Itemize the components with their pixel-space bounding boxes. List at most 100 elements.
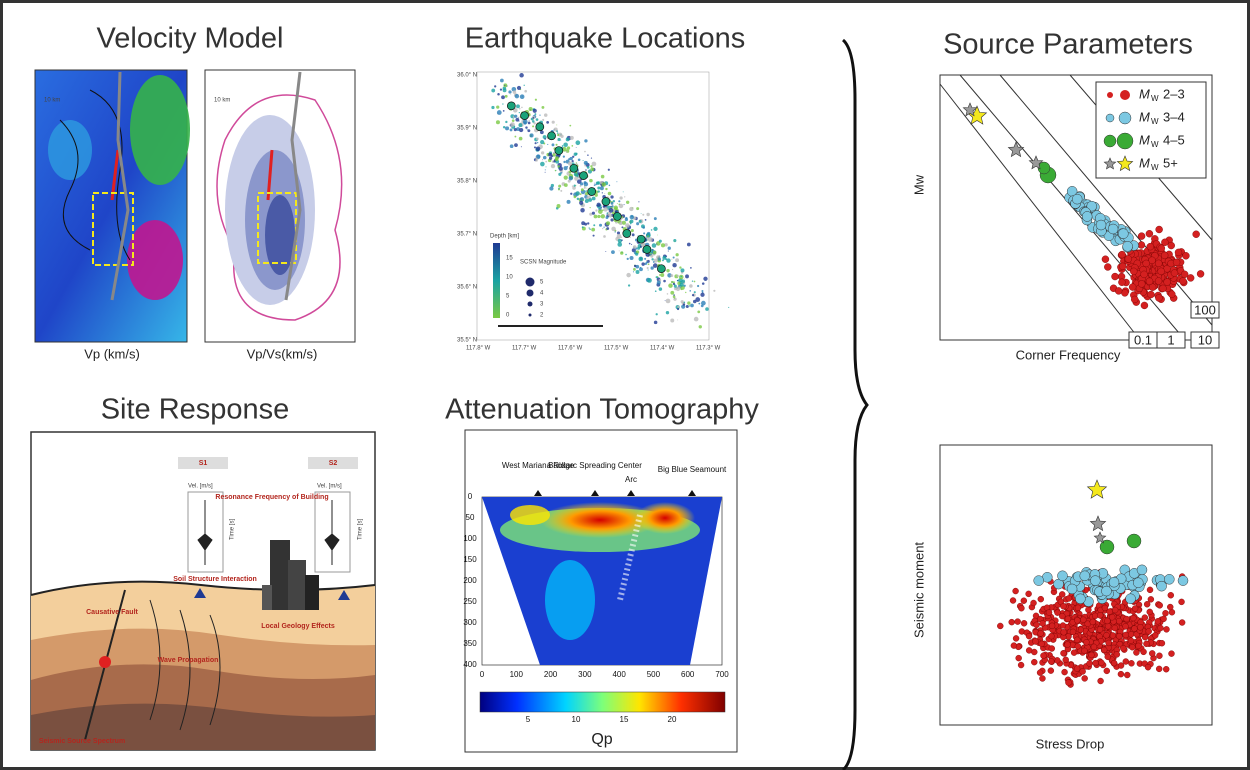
point — [1178, 576, 1188, 586]
eq-dot — [642, 214, 644, 216]
eq-dot — [503, 126, 505, 128]
eq-dot — [512, 119, 515, 122]
point — [1059, 591, 1065, 597]
eq-dot — [639, 267, 643, 271]
eq-dot — [536, 147, 541, 152]
eq-dot — [606, 221, 610, 225]
eq-dot — [623, 191, 624, 192]
eq-dot — [582, 199, 584, 201]
lat-tick: 35.7° N — [457, 232, 477, 238]
point — [1146, 628, 1152, 634]
eq-dot — [681, 279, 685, 283]
eq-dot — [689, 305, 690, 306]
legend-symbol: M — [1139, 155, 1150, 170]
lon-tick: 117.8° W — [466, 346, 491, 352]
eq-dot — [643, 245, 651, 253]
station-label: S2 — [329, 460, 338, 467]
point — [1146, 278, 1153, 285]
point — [1018, 662, 1024, 668]
eq-dot — [702, 282, 705, 285]
eq-dot — [556, 125, 557, 126]
eq-dot — [556, 130, 558, 132]
eq-dot — [527, 129, 528, 130]
eq-dot — [572, 185, 574, 187]
eq-dot — [689, 284, 693, 288]
eq-dot — [713, 290, 715, 292]
point — [1114, 651, 1120, 657]
stress-label: 10 — [1198, 332, 1212, 347]
x-tick-label: 300 — [578, 670, 592, 679]
eq-dot — [634, 265, 636, 267]
eq-dot — [576, 191, 580, 195]
eq-dot — [637, 247, 640, 250]
eq-dot — [611, 202, 614, 205]
eq-dot — [593, 224, 595, 226]
eq-dot — [567, 200, 571, 204]
eq-dot — [657, 235, 658, 236]
eq-dot — [497, 93, 500, 96]
eq-dot — [567, 166, 568, 167]
eq-dot — [597, 215, 600, 218]
eq-dot — [630, 215, 634, 219]
eq-dot — [541, 151, 544, 154]
eq-dot — [644, 258, 646, 260]
depth-tick: 15 — [506, 256, 513, 262]
stress-label: 0.1 — [1134, 332, 1152, 347]
eq-dot — [536, 118, 539, 121]
eq-dot — [618, 200, 620, 202]
legend-symbol: M — [1139, 86, 1150, 101]
point — [1193, 231, 1200, 238]
eq-dot — [621, 226, 623, 228]
eq-dot — [570, 193, 572, 195]
eq-dot — [621, 239, 623, 241]
eq-dot — [494, 85, 496, 87]
eq-dot — [604, 206, 605, 207]
eq-dot — [562, 145, 564, 147]
point — [1187, 274, 1194, 281]
eq-dot — [537, 142, 538, 143]
eq-dot — [592, 212, 595, 215]
eq-dot — [626, 273, 630, 277]
point — [1128, 660, 1134, 666]
eq-dot — [587, 222, 589, 224]
legend-subscript: W — [1151, 117, 1159, 126]
eq-dot — [503, 110, 505, 112]
point — [1135, 643, 1141, 649]
eq-dot — [515, 94, 519, 98]
point — [1137, 565, 1147, 575]
eq-dot — [613, 212, 621, 220]
eq-dot — [611, 227, 615, 231]
eq-dot — [630, 256, 634, 260]
eq-dot — [524, 85, 525, 86]
station-axis: Time [s] — [230, 519, 236, 540]
point — [1133, 578, 1143, 588]
eq-dot — [570, 164, 578, 172]
point — [1048, 668, 1054, 674]
eq-dot — [617, 242, 622, 247]
station-label: S1 — [199, 460, 208, 467]
eq-dot — [524, 90, 527, 93]
eq-dot — [572, 160, 574, 162]
x-tick-label: 500 — [647, 670, 661, 679]
eq-dot — [557, 140, 558, 141]
eq-dot — [521, 112, 529, 120]
eq-dot — [569, 125, 571, 127]
panel-title: Site Response — [101, 394, 290, 426]
eq-dot — [510, 128, 513, 131]
eq-dot — [496, 105, 499, 108]
eq-dot — [580, 172, 588, 180]
eq-dot — [514, 143, 518, 147]
y-tick-label: 300 — [463, 618, 477, 627]
eq-dot — [578, 158, 581, 161]
point — [1146, 230, 1153, 237]
eq-dot — [527, 129, 530, 132]
point — [1144, 601, 1150, 607]
point — [1171, 270, 1178, 277]
point — [1124, 616, 1130, 622]
eq-dot — [658, 260, 659, 261]
eq-dot — [574, 153, 577, 156]
point — [1013, 588, 1019, 594]
eq-dot — [532, 125, 534, 127]
eq-dot — [548, 153, 552, 157]
x-tick-label: 100 — [510, 670, 524, 679]
